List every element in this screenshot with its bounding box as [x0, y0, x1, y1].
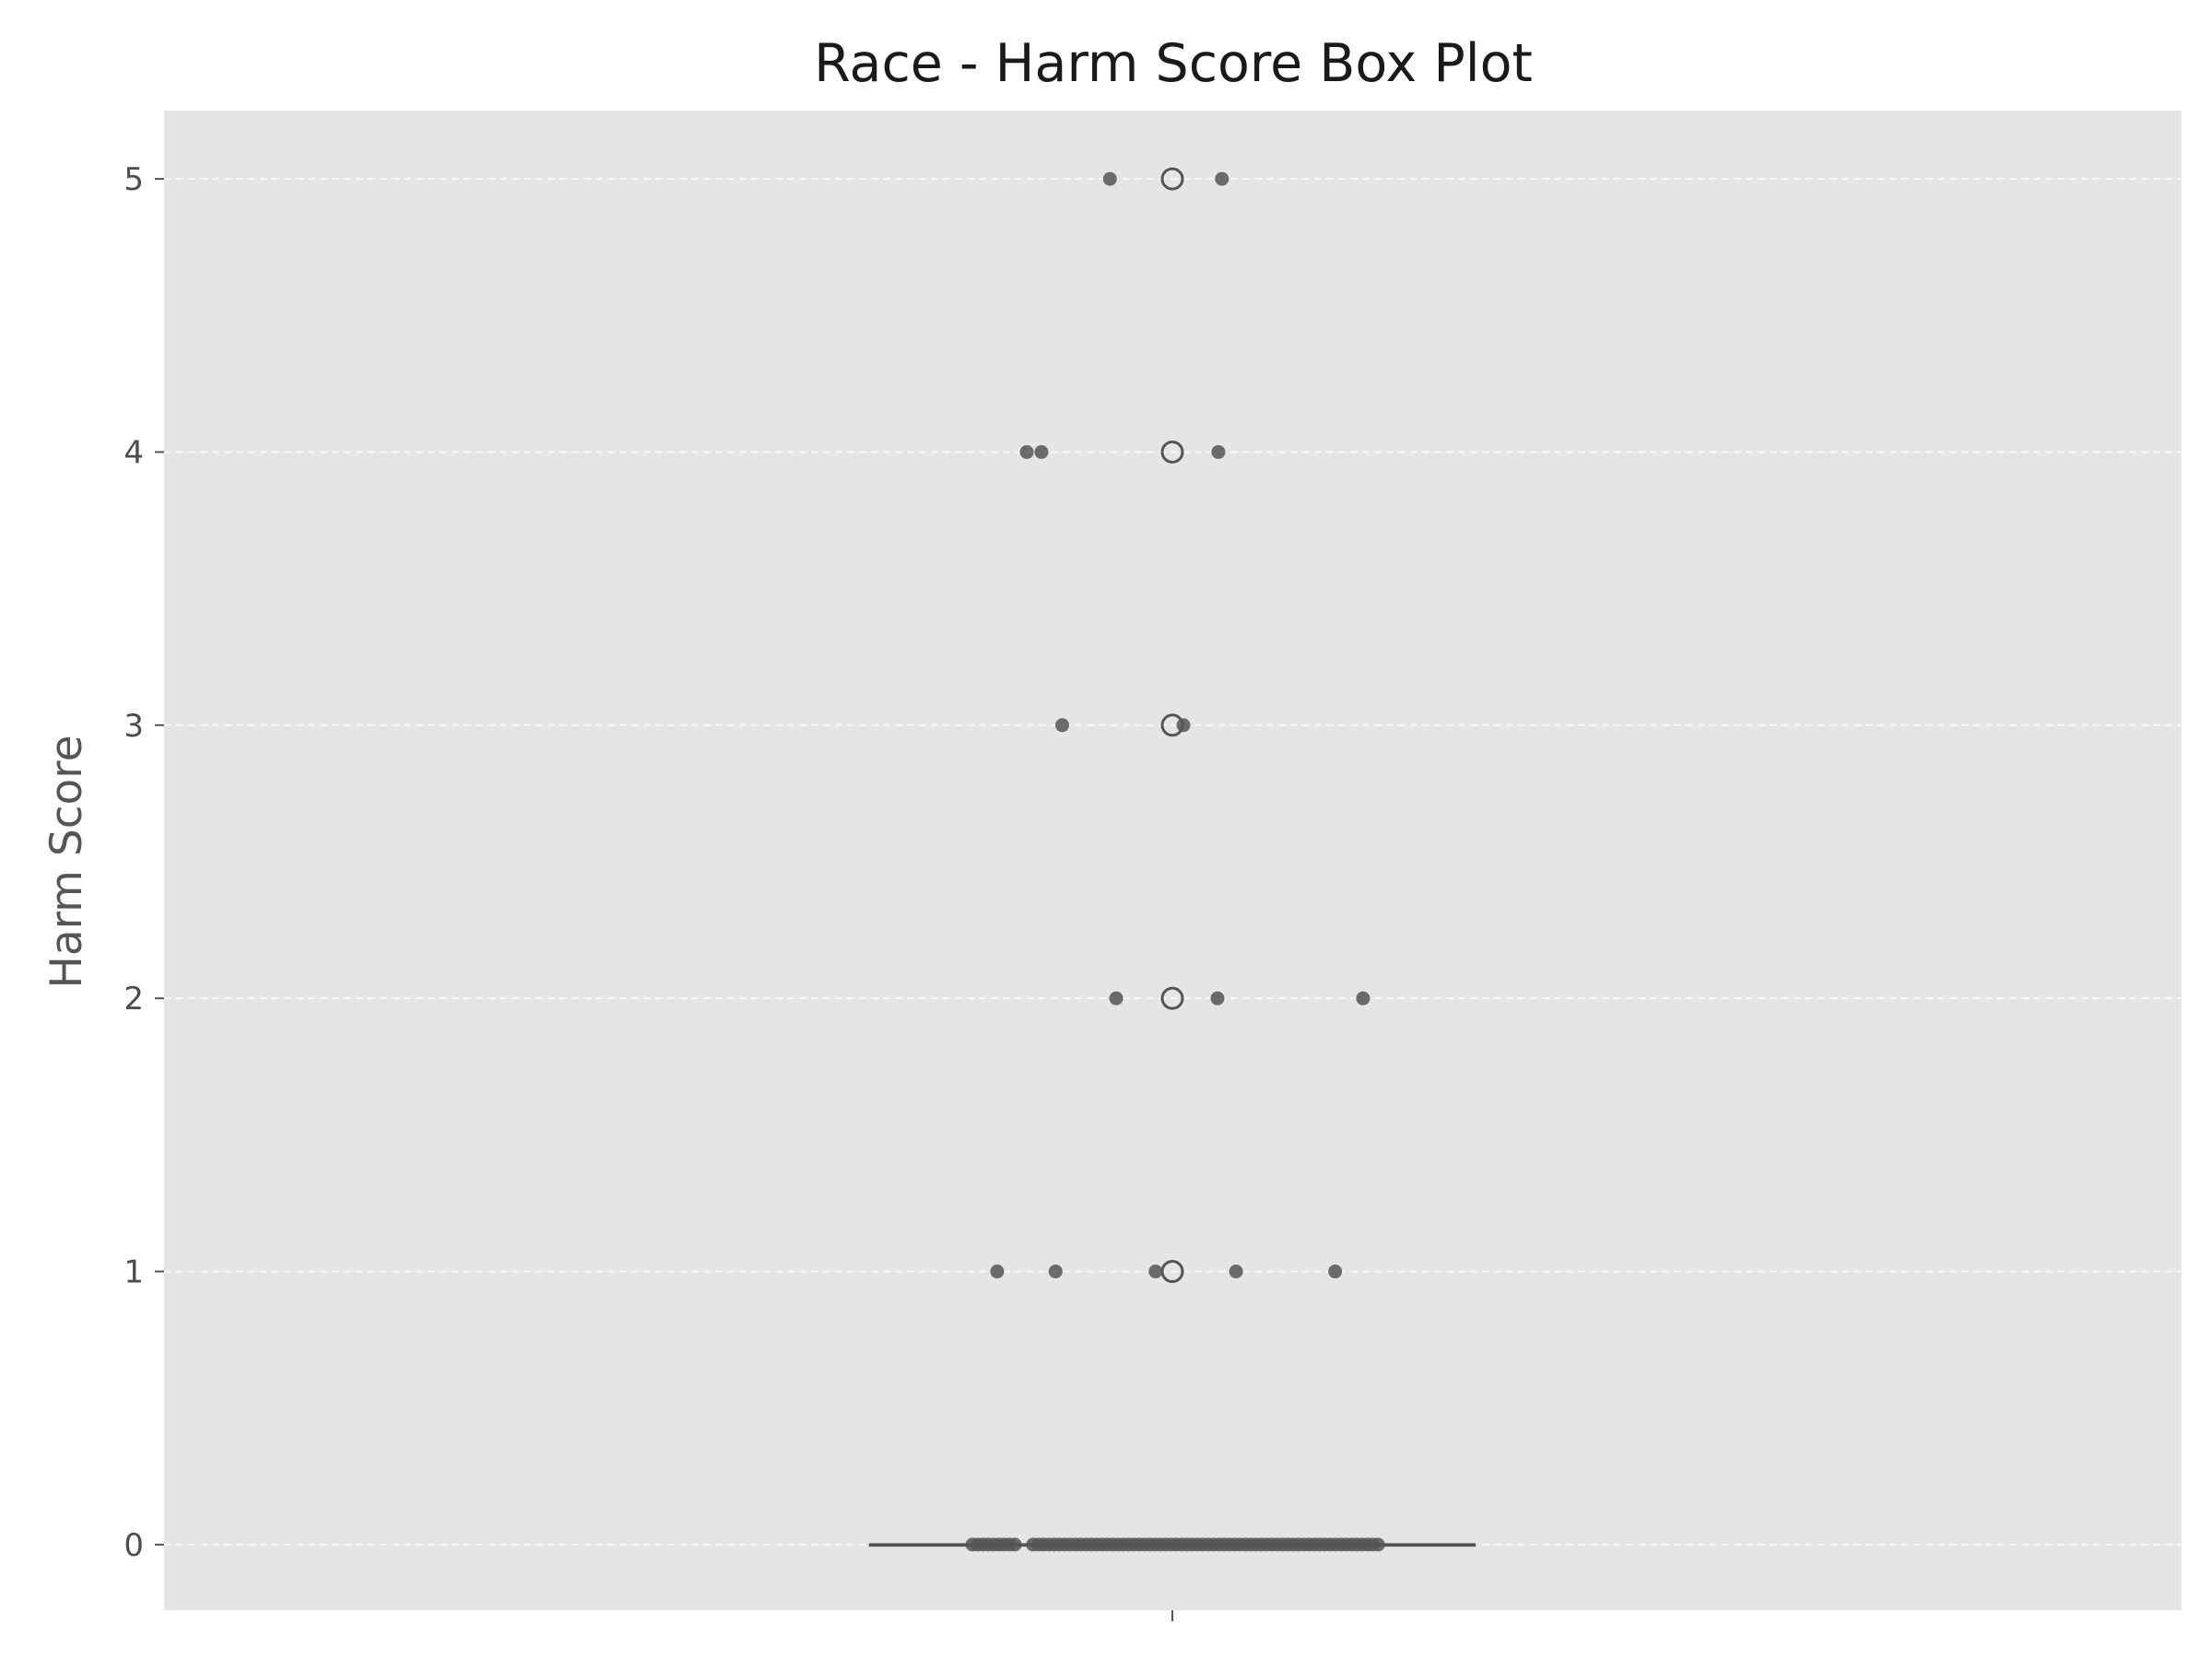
- strip-point: [1328, 1265, 1343, 1279]
- strip-points: [965, 171, 1385, 1552]
- strip-point: [1019, 444, 1034, 459]
- strip-point: [1048, 1265, 1063, 1279]
- y-tick-label: 4: [124, 434, 144, 471]
- strip-point: [1034, 444, 1049, 459]
- strip-point: [1356, 991, 1371, 1006]
- y-tick-label: 1: [124, 1254, 144, 1291]
- chart-title: Race - Harm Score Box Plot: [814, 33, 1533, 94]
- strip-point: [1210, 991, 1225, 1006]
- strip-point: [1176, 718, 1191, 733]
- strip-point: [1371, 1537, 1385, 1552]
- outlier-point: [1160, 167, 1184, 191]
- y-axis-label: Harm Score: [41, 735, 92, 988]
- grid-lines: [164, 178, 2182, 1546]
- strip-point: [1109, 991, 1124, 1006]
- strip-point: [1148, 1265, 1163, 1279]
- y-axis: 0 1 2 3 4 5: [124, 161, 164, 1564]
- outlier-point: [1160, 986, 1184, 1010]
- strip-point: [1215, 171, 1230, 186]
- y-tick-label: 5: [124, 161, 144, 198]
- strip-point: [1102, 171, 1117, 186]
- strip-point: [1229, 1265, 1243, 1279]
- strip-point: [1211, 444, 1226, 459]
- plot-area: [164, 111, 2182, 1610]
- y-tick-label: 3: [124, 708, 144, 745]
- strip-point: [1007, 1537, 1022, 1552]
- strip-point: [1054, 718, 1069, 733]
- strip-point: [990, 1265, 1005, 1279]
- outlier-point: [1160, 440, 1184, 464]
- y-tick-label: 0: [124, 1527, 144, 1564]
- y-tick-label: 2: [124, 981, 144, 1018]
